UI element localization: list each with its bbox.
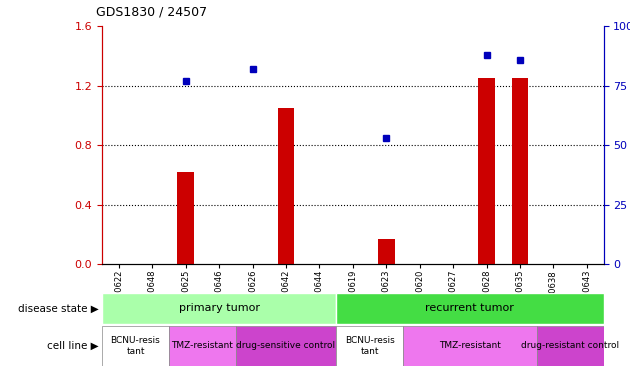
Text: GDS1830 / 24507: GDS1830 / 24507 [96, 6, 207, 19]
Bar [278, 108, 294, 264]
Bar [336, 326, 403, 366]
Bar [236, 326, 336, 366]
Text: BCNU-resis
tant: BCNU-resis tant [111, 336, 161, 356]
Text: drug-sensitive control: drug-sensitive control [236, 342, 336, 351]
Text: recurrent tumor: recurrent tumor [425, 303, 514, 313]
Bar [478, 78, 495, 264]
Bar [169, 326, 236, 366]
Text: TMZ-resistant: TMZ-resistant [439, 342, 501, 351]
Bar [403, 326, 537, 366]
Bar [537, 326, 604, 366]
Text: TMZ-resistant: TMZ-resistant [171, 342, 233, 351]
Bar [177, 172, 194, 264]
Bar [102, 292, 336, 324]
Text: disease state ▶: disease state ▶ [18, 303, 99, 313]
Text: primary tumor: primary tumor [178, 303, 260, 313]
Bar [378, 239, 394, 264]
Bar [102, 326, 169, 366]
Bar [336, 292, 604, 324]
Bar [512, 78, 529, 264]
Text: BCNU-resis
tant: BCNU-resis tant [345, 336, 394, 356]
Text: cell line ▶: cell line ▶ [47, 341, 99, 351]
Text: drug-resistant control: drug-resistant control [521, 342, 619, 351]
